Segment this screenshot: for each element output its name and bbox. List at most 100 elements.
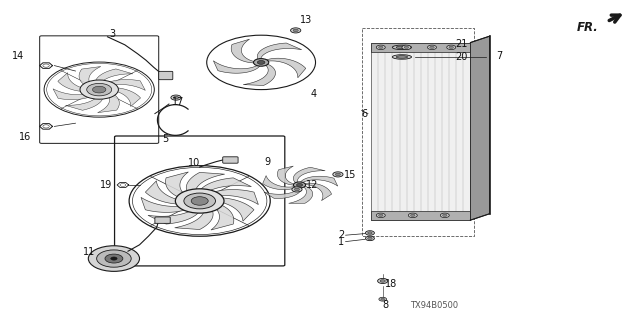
Circle shape	[443, 214, 447, 217]
Polygon shape	[266, 58, 306, 78]
Circle shape	[367, 232, 372, 234]
Circle shape	[335, 173, 340, 176]
Circle shape	[365, 236, 374, 241]
FancyBboxPatch shape	[155, 217, 170, 223]
Circle shape	[447, 45, 456, 50]
Polygon shape	[205, 198, 254, 221]
Polygon shape	[95, 69, 133, 87]
Polygon shape	[257, 43, 301, 60]
Circle shape	[402, 45, 411, 50]
Polygon shape	[300, 176, 338, 186]
Circle shape	[184, 193, 216, 209]
Circle shape	[175, 189, 224, 213]
Text: FR.: FR.	[577, 21, 598, 34]
Circle shape	[440, 213, 449, 218]
Circle shape	[111, 257, 117, 260]
Circle shape	[80, 80, 118, 99]
Polygon shape	[58, 73, 95, 92]
Circle shape	[333, 172, 343, 177]
Text: 8: 8	[382, 300, 388, 310]
Polygon shape	[262, 176, 296, 190]
Text: 13: 13	[300, 15, 312, 25]
Polygon shape	[202, 189, 259, 204]
Polygon shape	[304, 183, 332, 201]
Circle shape	[296, 183, 303, 187]
Polygon shape	[277, 166, 294, 185]
Polygon shape	[79, 67, 101, 89]
FancyBboxPatch shape	[159, 71, 173, 80]
Polygon shape	[166, 172, 194, 201]
Polygon shape	[371, 43, 470, 220]
Polygon shape	[213, 61, 260, 73]
Text: 15: 15	[344, 170, 356, 180]
Text: 19: 19	[100, 180, 112, 190]
Polygon shape	[293, 167, 325, 183]
Polygon shape	[100, 80, 145, 91]
Circle shape	[291, 28, 301, 33]
Polygon shape	[198, 178, 252, 198]
Ellipse shape	[396, 46, 408, 49]
Circle shape	[105, 254, 123, 263]
Text: 12: 12	[306, 180, 318, 190]
Circle shape	[430, 46, 434, 48]
Circle shape	[365, 231, 374, 235]
Text: 9: 9	[264, 156, 271, 167]
Circle shape	[378, 46, 383, 48]
Polygon shape	[231, 39, 255, 63]
Polygon shape	[289, 186, 313, 203]
Ellipse shape	[396, 56, 408, 58]
Polygon shape	[175, 203, 213, 229]
Circle shape	[171, 95, 181, 100]
Text: 18: 18	[385, 279, 397, 289]
Polygon shape	[53, 89, 98, 100]
Text: 10: 10	[188, 157, 200, 168]
Text: 4: 4	[310, 89, 317, 100]
Circle shape	[87, 83, 112, 96]
Circle shape	[376, 213, 385, 218]
Circle shape	[376, 45, 385, 50]
Circle shape	[367, 237, 372, 239]
Circle shape	[380, 280, 385, 282]
Circle shape	[293, 29, 298, 32]
Text: 21: 21	[456, 39, 468, 49]
Polygon shape	[371, 211, 470, 220]
Circle shape	[378, 278, 388, 284]
Text: 6: 6	[362, 108, 368, 119]
Polygon shape	[97, 90, 119, 113]
Circle shape	[408, 213, 417, 218]
Polygon shape	[264, 188, 301, 198]
Circle shape	[449, 46, 453, 48]
Circle shape	[253, 59, 269, 66]
Circle shape	[381, 298, 385, 300]
Circle shape	[191, 197, 208, 205]
Polygon shape	[205, 201, 234, 230]
Circle shape	[379, 297, 387, 301]
Circle shape	[257, 60, 265, 64]
Polygon shape	[141, 197, 197, 212]
Circle shape	[378, 214, 383, 217]
Text: 16: 16	[19, 132, 31, 142]
Ellipse shape	[392, 45, 412, 50]
Polygon shape	[470, 36, 490, 220]
Text: 5: 5	[162, 134, 168, 144]
Text: 2: 2	[338, 230, 344, 240]
Text: 17: 17	[172, 97, 184, 107]
Text: TX94B0500: TX94B0500	[410, 301, 458, 310]
Polygon shape	[145, 181, 195, 204]
Circle shape	[88, 246, 140, 271]
Circle shape	[293, 182, 306, 188]
Polygon shape	[186, 172, 225, 199]
Circle shape	[404, 46, 409, 48]
Polygon shape	[104, 88, 141, 107]
Text: 3: 3	[109, 28, 115, 39]
Polygon shape	[371, 43, 470, 52]
Circle shape	[428, 45, 436, 50]
Text: 14: 14	[12, 51, 24, 61]
Ellipse shape	[392, 55, 412, 59]
Polygon shape	[148, 204, 202, 224]
Text: 11: 11	[83, 247, 95, 257]
Text: 1: 1	[338, 236, 344, 247]
Circle shape	[292, 187, 302, 192]
Text: 20: 20	[456, 52, 468, 62]
Circle shape	[173, 96, 179, 99]
